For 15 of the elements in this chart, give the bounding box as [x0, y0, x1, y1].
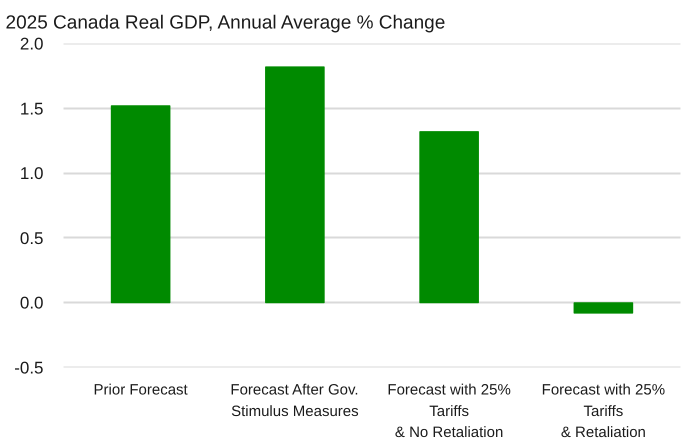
y-tick-label: 0.0	[20, 294, 44, 313]
y-tick-label: -0.5	[14, 358, 44, 378]
y-tick-label: 1.5	[20, 99, 44, 118]
chart-title: 2025 Canada Real GDP, Annual Average % Change	[6, 12, 446, 34]
x-tick-label: Forecast with 25% Tariffs & Retaliation	[542, 382, 666, 441]
x-tick-label: Forecast After Gov. Stimulus Measures	[230, 382, 359, 420]
x-tick-label: Prior Forecast	[94, 382, 189, 398]
x-tick-label: Forecast with 25% Tariffs & No Retaliation	[387, 382, 511, 441]
y-tick-label: 0.5	[20, 228, 44, 248]
bar	[574, 302, 634, 314]
y-tick-label: 1.0	[20, 164, 44, 184]
y-tick-label: 2.0	[20, 34, 44, 54]
bar	[419, 131, 479, 304]
bar	[110, 105, 170, 304]
bar	[265, 66, 325, 304]
